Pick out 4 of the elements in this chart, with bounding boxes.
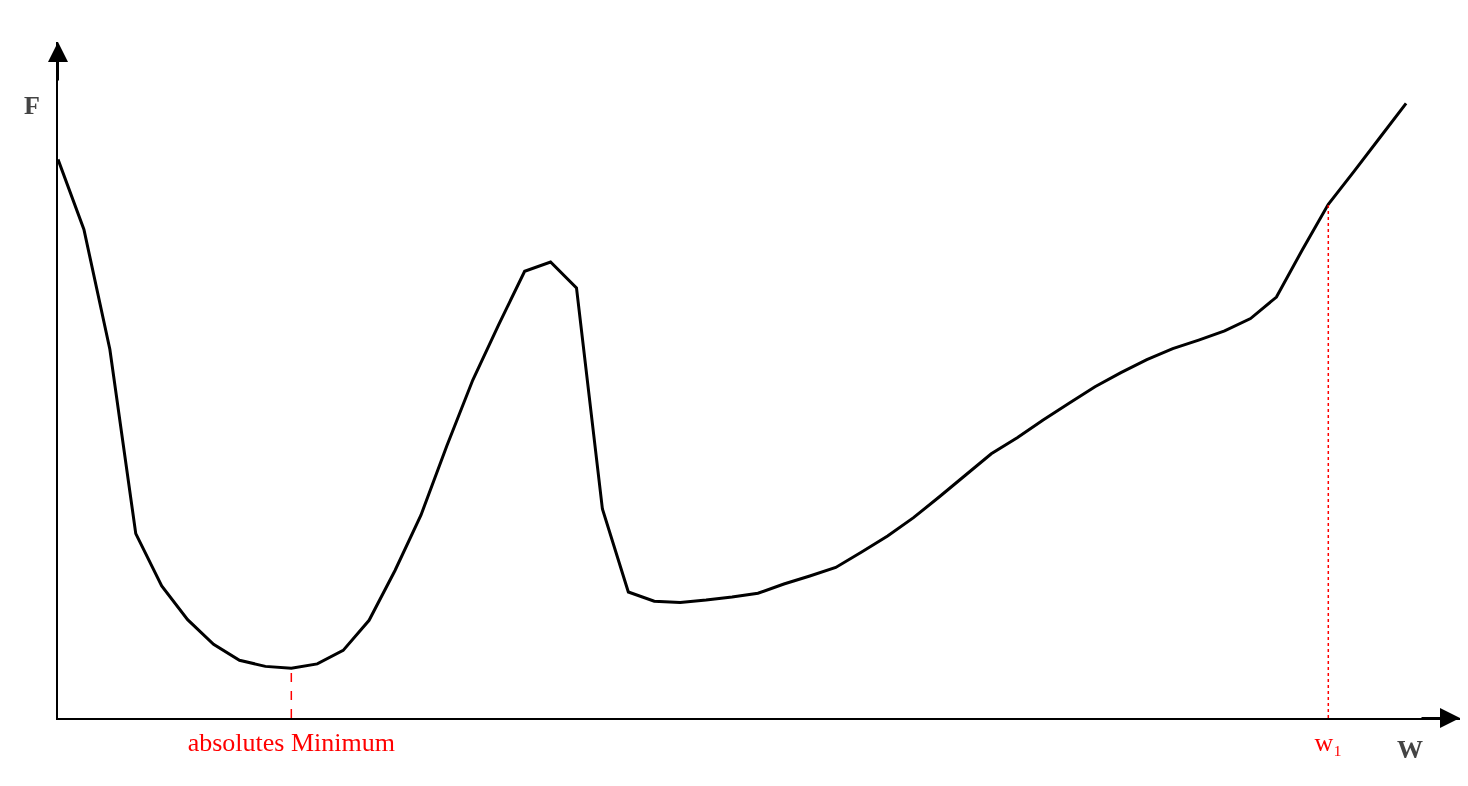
x-tick-label: w₁: [1314, 728, 1343, 758]
y-axis-title: F: [24, 91, 40, 120]
x-tick-label: absolutes Minimum: [187, 728, 395, 758]
x-axis-title: W: [1397, 735, 1423, 764]
